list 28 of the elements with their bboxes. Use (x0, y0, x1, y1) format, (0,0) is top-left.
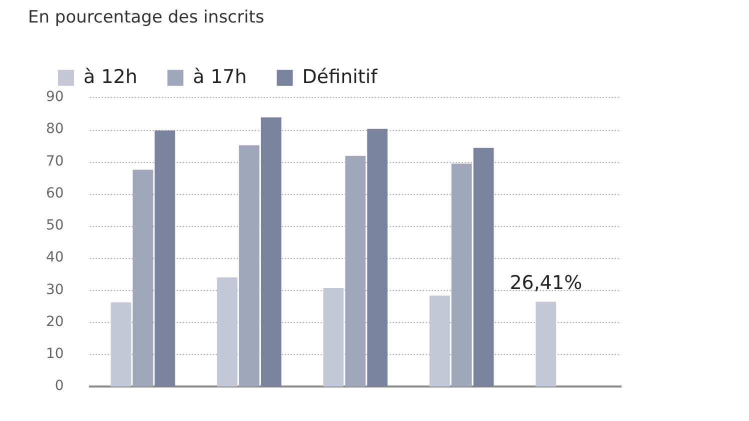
y-tick-label: 50 (46, 218, 64, 234)
y-tick-label: 10 (46, 346, 64, 362)
y-tick-label: 0 (54, 378, 64, 394)
y-tick-label: 20 (46, 314, 64, 330)
y-tick-label: 80 (46, 121, 64, 138)
bar (217, 277, 238, 387)
bar (473, 148, 494, 387)
bar (260, 117, 282, 387)
y-tick-label: 70 (46, 153, 64, 170)
bar (238, 145, 260, 387)
bar (536, 302, 556, 387)
y-tick-label: 90 (46, 89, 64, 106)
chart-subtitle: En pourcentage des inscrits (28, 8, 264, 28)
bar (110, 302, 132, 387)
bar (429, 296, 450, 387)
y-tick-label: 60 (46, 185, 64, 202)
bar (345, 156, 366, 387)
legend-label: à 12h (84, 66, 138, 88)
legend-label: à 17h (192, 66, 247, 88)
data-label: 26,41% (510, 272, 582, 294)
bar (367, 128, 388, 387)
bar (154, 130, 176, 387)
bar (132, 170, 154, 387)
y-tick-label: 40 (46, 250, 64, 266)
legend-label: Définitif (302, 66, 379, 88)
bar (323, 288, 344, 387)
y-tick-label: 30 (46, 282, 64, 298)
bar (451, 164, 472, 387)
